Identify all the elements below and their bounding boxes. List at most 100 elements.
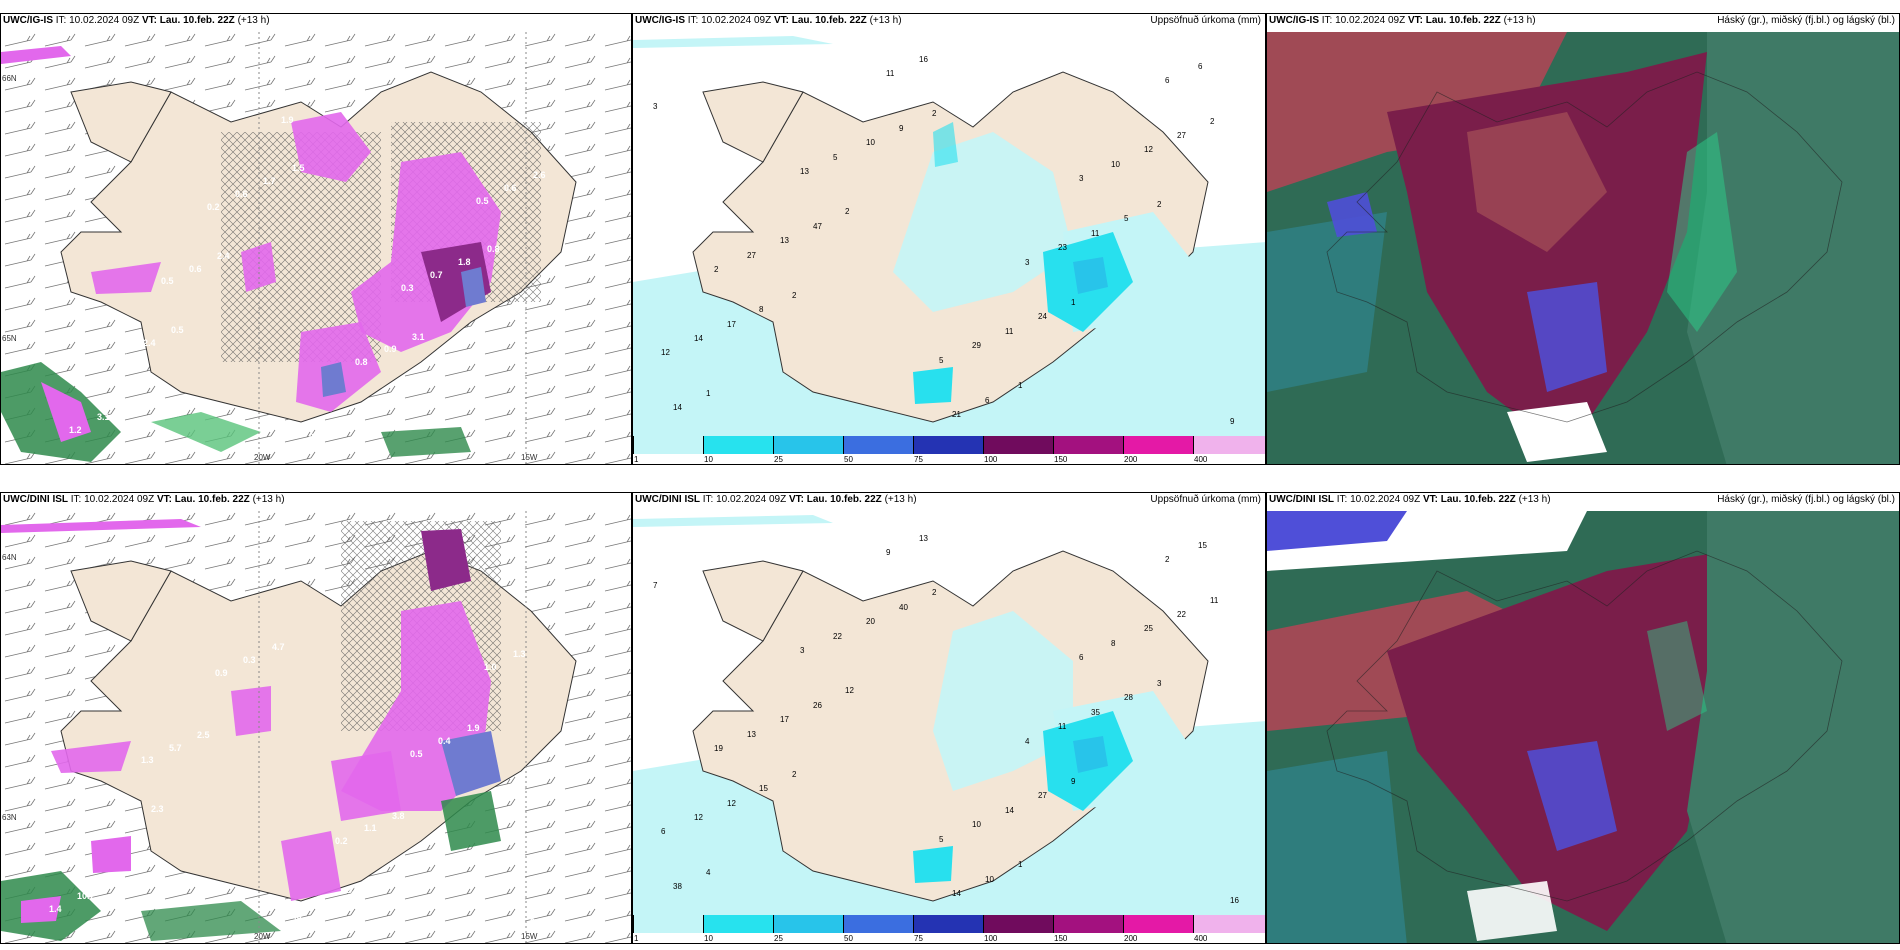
colorbar-tick: 100 [984, 934, 998, 943]
map-value-label: 0.8 [355, 357, 368, 367]
panel-variable: Háský (gr.), miðský (fj.bl.) og lágský (… [1717, 15, 1895, 26]
map-value-label: 12 [727, 799, 736, 808]
map-value-label: 1.1 [364, 823, 377, 833]
map-value-label: 12 [1144, 145, 1153, 154]
map-value-label: 0.9 [384, 344, 397, 354]
map-value-label: 3 [1025, 258, 1030, 267]
colorbar-tick: 25 [774, 455, 783, 464]
map-value-label: 1.2 [69, 425, 82, 435]
map-value-label: 0.4 [438, 736, 451, 746]
map-value-label: 2 [792, 291, 797, 300]
map-value-label: 1.9 [281, 115, 294, 125]
map-value-label: 2 [792, 770, 797, 779]
map-value-label: 4 [1025, 737, 1030, 746]
map-value-label: 25 [1144, 624, 1153, 633]
map-value-label: 13 [800, 167, 809, 176]
accum-precip-map [633, 32, 1265, 438]
map-value-label: 21 [952, 410, 961, 419]
map-value-label: 14 [952, 889, 961, 898]
map-value-label: 0.2 [207, 202, 220, 212]
map-value-label: 0.5 [410, 749, 423, 759]
map-value-label: 1.3 [513, 649, 526, 659]
map-value-label: 1.5 [292, 163, 305, 173]
map-value-label: 9 [899, 124, 904, 133]
map-value-label: 5 [1124, 214, 1129, 223]
map-value-label: 0.8 [487, 244, 500, 254]
map-value-label: 0.6 [235, 189, 248, 199]
map-value-label: 0.7 [86, 364, 99, 374]
panel-variable: Uppsöfnuð úrkoma (mm) [1150, 494, 1261, 505]
map-value-label: 3.1 [97, 412, 110, 422]
map-value-label: 1.8 [458, 257, 471, 267]
map-value-label: 10 [866, 138, 875, 147]
colorbar-swatch [1123, 436, 1193, 454]
colorbar-swatch [703, 436, 773, 454]
colorbar-tick: 10 [704, 455, 713, 464]
panel-title: UWC/IG-IS IT: 10.02.2024 09Z VT: Lau. 10… [1269, 15, 1536, 26]
map-value-label: 0.5 [289, 911, 302, 921]
map-value-label: 2 [845, 207, 850, 216]
map-value-label: 14 [1005, 806, 1014, 815]
map-value-label: 0.2 [335, 836, 348, 846]
panel-precip-rate-dini: UWC/DINI ISL IT: 10.02.2024 09Z VT: Lau.… [0, 492, 632, 944]
map-value-label: 29 [972, 341, 981, 350]
map-value-label: 3.8 [392, 811, 405, 821]
map-value-label: 5 [939, 835, 944, 844]
panel-precip-rate-igis: UWC/IG-IS IT: 10.02.2024 09Z VT: Lau. 10… [0, 13, 632, 465]
map-value-label: 12 [694, 813, 703, 822]
map-value-label: 0.7 [95, 830, 108, 840]
lon-label-15w: 15W [521, 932, 538, 941]
lat-label-66n: 66N [2, 74, 17, 83]
map-value-label: 11 [1091, 229, 1100, 238]
colorbar-swatch [633, 436, 703, 454]
colorbar-swatch [633, 915, 703, 933]
map-value-label: 1.0 [484, 662, 497, 672]
map-value-label: 2.5 [197, 730, 210, 740]
map-value-label: 2.7 [530, 917, 543, 927]
map-value-label: 1 [1071, 298, 1076, 307]
map-value-label: 0.4 [51, 157, 64, 167]
precip-rate-map [1, 511, 631, 943]
map-value-label: 47 [813, 222, 822, 231]
map-value-label: 0.5 [171, 325, 184, 335]
colorbar-swatch [703, 915, 773, 933]
map-value-label: 16 [919, 55, 928, 64]
map-value-label: 0.5 [366, 406, 379, 416]
lon-label-20w: 20W [254, 932, 271, 941]
colorbar-tick: 100 [984, 455, 998, 464]
map-value-label: 1 [1018, 860, 1023, 869]
map-value-label: 0.6 [504, 183, 517, 193]
colorbar-tick: 200 [1124, 934, 1138, 943]
panel-title: UWC/DINI ISL IT: 10.02.2024 09Z VT: Lau.… [1269, 494, 1551, 505]
colorbar-tick: 400 [1194, 455, 1208, 464]
panel-clouds-igis: UWC/IG-IS IT: 10.02.2024 09Z VT: Lau. 10… [1266, 13, 1900, 465]
map-value-label: 17 [780, 715, 789, 724]
map-value-label: 26 [813, 701, 822, 710]
map-value-label: 11 [886, 69, 895, 78]
map-value-label: 1.4 [49, 904, 62, 914]
map-value-label: 0.3 [401, 283, 414, 293]
map-value-label: 19 [714, 744, 723, 753]
map-value-label: 40 [899, 603, 908, 612]
map-value-label: 20 [866, 617, 875, 626]
lat-label-63n: 63N [2, 813, 17, 822]
colorbar-tick: 10 [704, 934, 713, 943]
lon-label-15w: 15W [521, 453, 538, 462]
precip-rate-map [1, 32, 631, 464]
panel-title: UWC/IG-IS IT: 10.02.2024 09Z VT: Lau. 10… [635, 15, 902, 26]
colorbar-tick: 150 [1054, 934, 1068, 943]
colorbar-tick: 50 [844, 455, 853, 464]
map-value-label: 3 [1079, 174, 1084, 183]
map-value-label: 24 [1038, 312, 1047, 321]
map-value-label: 6 [1079, 653, 1084, 662]
map-value-label: 27 [747, 251, 756, 260]
map-value-label: 23 [1058, 243, 1067, 252]
map-value-label: 8 [759, 305, 764, 314]
map-value-label: 16 [1230, 896, 1239, 905]
map-value-label: 0.9 [215, 668, 228, 678]
map-value-label: 1 [706, 389, 711, 398]
colorbar-swatch [983, 915, 1053, 933]
map-value-label: 13 [747, 730, 756, 739]
colorbar-tick: 25 [774, 934, 783, 943]
map-value-label: 0.3 [309, 432, 322, 442]
